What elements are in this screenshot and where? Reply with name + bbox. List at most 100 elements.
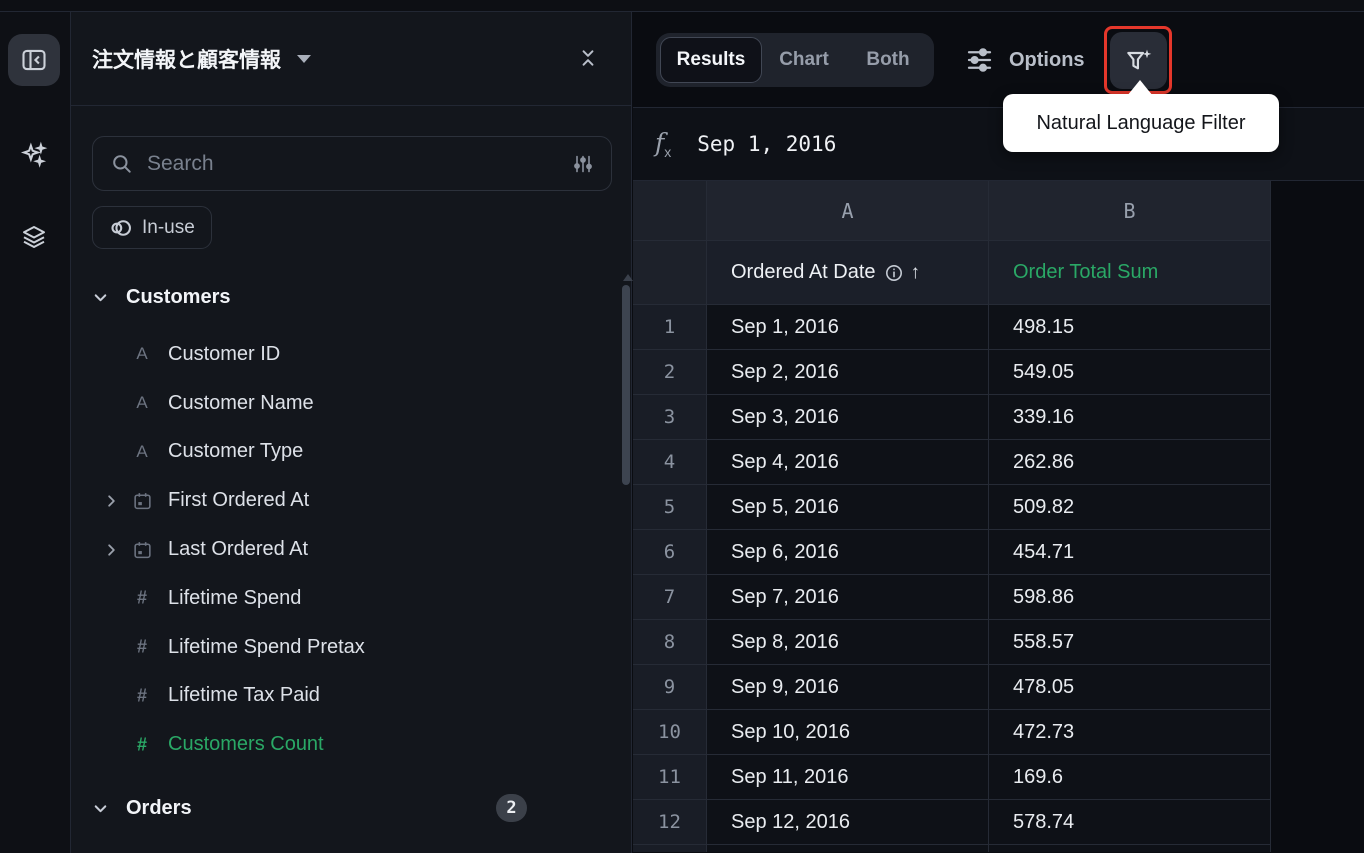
cell[interactable]: 169.6	[989, 755, 1271, 800]
field-item-lifetime-spend[interactable]: # Lifetime Spend	[71, 574, 631, 623]
field-label: Last Ordered At	[168, 538, 309, 561]
tab-chart[interactable]: Chart	[779, 49, 829, 70]
scroll-up-arrow[interactable]	[623, 274, 633, 281]
collapse-sidebar-button[interactable]	[8, 34, 60, 86]
cell[interactable]: 262.86	[989, 440, 1271, 485]
row-number[interactable]: 6	[633, 530, 707, 575]
cell[interactable]: 498.15	[989, 305, 1271, 350]
table-row: 7 Sep 7, 2016 598.86	[633, 575, 1364, 620]
column-header-order-total-sum[interactable]: Order Total Sum	[989, 241, 1271, 305]
column-letter-a[interactable]: A	[707, 181, 989, 241]
cell[interactable]: 598.86	[989, 575, 1271, 620]
row-number[interactable]: 1	[633, 305, 707, 350]
section-orders[interactable]: Orders 2	[71, 783, 631, 833]
cell[interactable]: 454.71	[989, 530, 1271, 575]
cell[interactable]: Sep 6, 2016	[707, 530, 989, 575]
cell[interactable]: 549.05	[989, 350, 1271, 395]
search-input[interactable]: Search	[92, 136, 612, 191]
row-number[interactable]: 5	[633, 485, 707, 530]
number-type-icon: #	[136, 636, 147, 657]
search-icon	[113, 154, 131, 173]
cell[interactable]: 509.82	[989, 485, 1271, 530]
chevron-down-icon	[297, 54, 311, 63]
field-item-first-ordered-at[interactable]: First Ordered At	[71, 476, 631, 525]
cell[interactable]: Sep 2, 2016	[707, 350, 989, 395]
row-number[interactable]: 4	[633, 440, 707, 485]
corner-cell[interactable]	[633, 181, 707, 241]
cell	[989, 845, 1271, 852]
row-number[interactable]: 12	[633, 800, 707, 845]
field-item-customer-type[interactable]: A Customer Type	[71, 428, 631, 477]
row-number[interactable]: 8	[633, 620, 707, 665]
sparkles-icon	[20, 141, 48, 168]
cell[interactable]: Sep 3, 2016	[707, 395, 989, 440]
sidebar-scrollbar[interactable]	[622, 285, 630, 485]
cell[interactable]: 472.73	[989, 710, 1271, 755]
row-number[interactable]: 11	[633, 755, 707, 800]
section-badge: 2	[496, 794, 527, 823]
cell[interactable]: 339.16	[989, 395, 1271, 440]
cell[interactable]: Sep 12, 2016	[707, 800, 989, 845]
cell[interactable]: Sep 10, 2016	[707, 710, 989, 755]
cell[interactable]: Sep 8, 2016	[707, 620, 989, 665]
row-number[interactable]: 3	[633, 395, 707, 440]
info-icon[interactable]	[885, 264, 903, 282]
tab-both[interactable]: Both	[866, 49, 910, 70]
window-top-strip	[0, 0, 1364, 12]
layers-button[interactable]	[8, 211, 60, 263]
field-item-customer-id[interactable]: A Customer ID	[71, 330, 631, 379]
row-number[interactable]: 9	[633, 665, 707, 710]
cell[interactable]: 558.57	[989, 620, 1271, 665]
cell[interactable]: 478.05	[989, 665, 1271, 710]
field-list: Customers A Customer ID A Customer Name A Cust…	[71, 272, 631, 833]
field-item-customer-name[interactable]: A Customer Name	[71, 379, 631, 428]
ai-assistant-button[interactable]	[8, 129, 60, 181]
options-button[interactable]: Options	[963, 12, 1085, 108]
row-number[interactable]: 2	[633, 350, 707, 395]
row-number[interactable]: 7	[633, 575, 707, 620]
table-row: 5 Sep 5, 2016 509.82	[633, 485, 1364, 530]
field-item-lifetime-tax-paid[interactable]: # Lifetime Tax Paid	[71, 672, 631, 721]
field-item-last-ordered-at[interactable]: Last Ordered At	[71, 525, 631, 574]
table-row: 11 Sep 11, 2016 169.6	[633, 755, 1364, 800]
number-type-icon: #	[136, 685, 147, 706]
filter-sliders-icon[interactable]	[573, 153, 593, 175]
cell[interactable]: Sep 7, 2016	[707, 575, 989, 620]
section-customers[interactable]: Customers	[71, 272, 631, 322]
cell[interactable]: Sep 5, 2016	[707, 485, 989, 530]
field-label: First Ordered At	[168, 489, 310, 512]
sort-asc-icon[interactable]: ↑	[910, 261, 921, 283]
chevron-right-icon[interactable]	[104, 493, 119, 508]
chevron-down-icon	[92, 289, 109, 306]
collapse-all-button[interactable]	[577, 45, 599, 71]
text-type-icon: A	[136, 441, 148, 461]
field-item-lifetime-spend-pretax[interactable]: # Lifetime Spend Pretax	[71, 623, 631, 672]
cell[interactable]: Sep 4, 2016	[707, 440, 989, 485]
cell[interactable]: Sep 11, 2016	[707, 755, 989, 800]
cell[interactable]: Sep 9, 2016	[707, 665, 989, 710]
column-header-ordered-at-date[interactable]: Ordered At Date ↑	[707, 241, 989, 305]
row-number[interactable]: 10	[633, 710, 707, 755]
in-use-label: In-use	[142, 216, 195, 238]
field-label: Lifetime Spend	[168, 586, 302, 609]
table-body: 1 Sep 1, 2016 498.15 2 Sep 2, 2016 549.05 3 Sep…	[633, 305, 1364, 852]
options-sliders-icon	[967, 48, 992, 72]
field-item-customers-count[interactable]: # Customers Count	[71, 720, 631, 769]
section-fields: A Customer ID A Customer Name A Customer Type…	[71, 330, 631, 769]
cell[interactable]: Sep 1, 2016	[707, 305, 989, 350]
table-row: 4 Sep 4, 2016 262.86	[633, 440, 1364, 485]
field-picker-panel: 注文情報と顧客情報 Search I	[71, 12, 633, 853]
field-label: Customer Type	[168, 440, 304, 463]
view-tabs: Results Chart Both	[656, 33, 934, 87]
topic-selector[interactable]: 注文情報と顧客情報	[71, 12, 631, 106]
tab-results[interactable]: Results	[660, 37, 762, 83]
column-letter-b[interactable]: B	[989, 181, 1271, 241]
column-name: Ordered At Date	[731, 261, 876, 283]
column-header-row: Ordered At Date ↑ Order Total Sum	[633, 241, 1364, 305]
fx-icon: fx	[655, 128, 672, 160]
cell[interactable]: 578.74	[989, 800, 1271, 845]
chevron-right-icon[interactable]	[104, 542, 119, 557]
text-type-icon: A	[136, 393, 148, 413]
natural-language-filter-button[interactable]	[1110, 32, 1167, 89]
in-use-filter-chip[interactable]: In-use	[92, 206, 212, 249]
